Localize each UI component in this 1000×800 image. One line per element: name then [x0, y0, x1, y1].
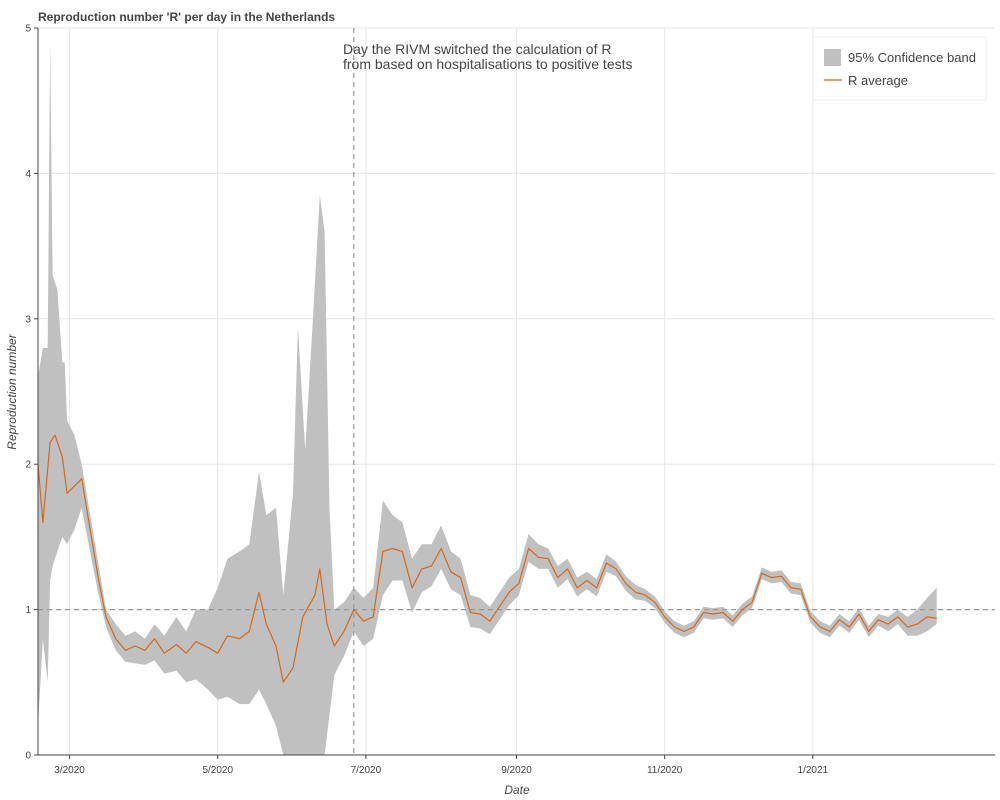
- axes: 0 1 2 3 4 5 3/2020 5/2020 7/2020 9/2020 11/2020 1/2…: [25, 24, 995, 776]
- legend: 95% Confidence band R average: [812, 36, 987, 101]
- event-annotation: Day the RIVM switched the calculation of…: [343, 41, 633, 72]
- legend-band-label: 95% Confidence band: [848, 50, 976, 65]
- confidence-band-layer: [38, 42, 937, 755]
- y-tick-label: 1: [25, 605, 31, 616]
- x-tick-label: 3/2020: [54, 765, 85, 776]
- confidence-band-area: [38, 42, 937, 755]
- legend-band-swatch: [824, 49, 841, 66]
- chart-title: Reproduction number 'R' per day in the N…: [38, 10, 335, 24]
- y-tick-label: 4: [25, 169, 31, 180]
- event-annotation-line-1: Day the RIVM switched the calculation of…: [343, 41, 611, 57]
- r-average-layer: [37, 434, 937, 683]
- event-annotation-line-2: from based on hospitalisations to positi…: [343, 56, 633, 72]
- x-tick-label: 7/2020: [351, 765, 382, 776]
- reference-lines: [38, 28, 995, 755]
- x-tick-label: 5/2020: [202, 765, 233, 776]
- y-tick-label: 2: [25, 460, 31, 471]
- x-tick-label: 11/2020: [647, 765, 683, 776]
- r-average-line: [37, 434, 937, 683]
- x-tick-label: 1/2021: [798, 765, 829, 776]
- x-axis-label: Date: [504, 783, 530, 797]
- legend-line-label: R average: [848, 73, 908, 88]
- y-axis-label: Reproduction number: [5, 333, 19, 449]
- legend-box: [812, 36, 987, 101]
- x-tick-label: 9/2020: [501, 765, 532, 776]
- y-tick-label: 0: [25, 751, 31, 762]
- y-tick-label: 3: [25, 314, 31, 325]
- y-tick-label: 5: [25, 24, 31, 35]
